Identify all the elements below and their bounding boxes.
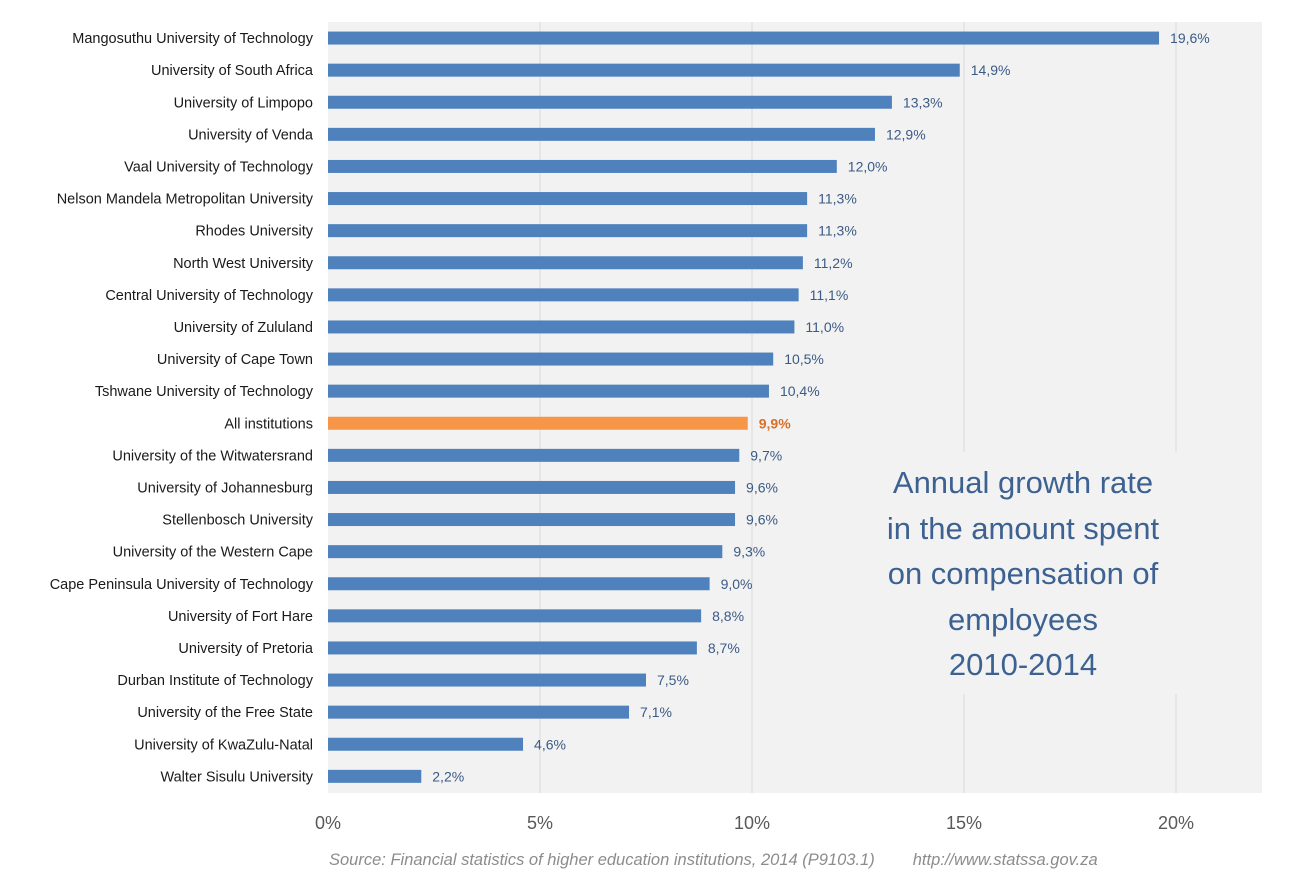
- value-label: 14,9%: [971, 62, 1011, 78]
- category-label: Central University of Technology: [105, 288, 313, 304]
- category-label: University of South Africa: [151, 63, 314, 79]
- category-label: University of Limpopo: [174, 95, 313, 111]
- value-label: 10,5%: [784, 351, 824, 367]
- bar: [328, 545, 723, 559]
- category-label: Durban Institute of Technology: [117, 673, 313, 689]
- category-label: Mangosuthu University of Technology: [72, 31, 313, 47]
- category-label: University of Zululand: [174, 320, 313, 336]
- bar: [328, 513, 736, 527]
- bar: [328, 95, 892, 109]
- chart-title-line: on compensation of: [887, 556, 1159, 591]
- bar: [328, 641, 697, 655]
- value-label: 11,3%: [818, 223, 857, 239]
- value-label: 11,3%: [818, 191, 857, 207]
- bar: [328, 288, 799, 302]
- category-label: Nelson Mandela Metropolitan University: [57, 192, 314, 208]
- value-label: 12,0%: [848, 158, 888, 174]
- x-tick-label: 10%: [734, 813, 770, 833]
- value-label: 11,2%: [814, 255, 853, 271]
- x-axis-tick-labels: 0% 5% 10% 15% 20%: [315, 813, 1194, 833]
- category-label: Rhodes University: [195, 224, 313, 240]
- source-url: http://www.statssa.gov.za: [912, 851, 1098, 869]
- category-label: University of the Free State: [137, 705, 313, 721]
- value-label: 19,6%: [1170, 30, 1210, 46]
- value-label: 4,6%: [534, 736, 566, 752]
- bar: [328, 609, 702, 623]
- bar: [328, 769, 422, 783]
- bar: [328, 737, 524, 751]
- value-label: 9,9%: [759, 415, 791, 431]
- category-labels: Mangosuthu University of Technology Unive…: [50, 31, 314, 785]
- bar-highlight: [328, 416, 748, 430]
- value-labels: 19,6% 14,9% 13,3% 12,9% 12,0% 11,3% 11,3% 11,2%…: [432, 30, 1209, 784]
- x-tick-label: 20%: [1158, 813, 1194, 833]
- value-label: 8,8%: [712, 608, 744, 624]
- bar: [328, 224, 808, 238]
- bar: [328, 352, 774, 366]
- category-label: University of Johannesburg: [137, 480, 313, 496]
- value-label: 7,5%: [657, 672, 689, 688]
- bar: [328, 448, 740, 462]
- chart-title-line: in the amount spent: [886, 510, 1160, 546]
- category-label: Vaal University of Technology: [124, 159, 314, 175]
- value-label: 8,7%: [708, 640, 740, 656]
- bar: [328, 159, 837, 173]
- category-label: Tshwane University of Technology: [95, 384, 314, 400]
- category-label: University of Cape Town: [157, 352, 313, 368]
- bar: [328, 673, 646, 687]
- bar: [328, 127, 875, 141]
- bar: [328, 705, 630, 719]
- value-label: 12,9%: [886, 126, 926, 142]
- category-label: Cape Peninsula University of Technology: [50, 577, 314, 593]
- chart-title-line: employees: [948, 601, 1098, 637]
- bar: [328, 31, 1160, 45]
- value-label: 2,2%: [432, 768, 464, 784]
- value-label: 13,3%: [903, 94, 943, 110]
- bars: [328, 31, 1160, 783]
- bar: [328, 320, 795, 334]
- category-label: University of Venda: [188, 127, 314, 143]
- value-label: 11,0%: [805, 319, 844, 335]
- value-label: 9,0%: [721, 576, 753, 592]
- chart-title-line: Annual growth rate: [892, 465, 1154, 500]
- bar: [328, 384, 769, 398]
- bar: [328, 256, 803, 270]
- category-label: All institutions: [224, 416, 313, 432]
- category-label: Stellenbosch University: [162, 513, 313, 529]
- value-label: 9,6%: [746, 512, 778, 528]
- category-label: University of KwaZulu-Natal: [134, 737, 313, 753]
- category-label: University of the Witwatersrand: [112, 448, 313, 464]
- value-label: 9,7%: [750, 447, 782, 463]
- category-label: University of the Western Cape: [113, 545, 313, 561]
- category-label: University of Fort Hare: [168, 609, 313, 625]
- bar: [328, 192, 808, 206]
- x-tick-label: 5%: [527, 813, 553, 833]
- source-footer: Source: Financial statistics of higher e…: [329, 851, 1098, 870]
- bar: [328, 577, 710, 591]
- bar: [328, 63, 960, 77]
- value-label: 10,4%: [780, 383, 820, 399]
- x-tick-label: 0%: [315, 813, 341, 833]
- category-label: North West University: [173, 256, 314, 272]
- category-label: University of Pretoria: [178, 641, 314, 657]
- value-label: 9,3%: [733, 544, 765, 560]
- source-text: Source: Financial statistics of higher e…: [329, 851, 875, 869]
- chart-title: Annual growth rate in the amount spent o…: [848, 452, 1198, 694]
- value-label: 11,1%: [810, 287, 849, 303]
- chart-title-line: 2010-2014: [948, 647, 1098, 682]
- value-label: 9,6%: [746, 479, 778, 495]
- category-label: Walter Sisulu University: [160, 769, 313, 785]
- x-tick-label: 15%: [946, 813, 982, 833]
- value-label: 7,1%: [640, 704, 672, 720]
- bar: [328, 480, 736, 494]
